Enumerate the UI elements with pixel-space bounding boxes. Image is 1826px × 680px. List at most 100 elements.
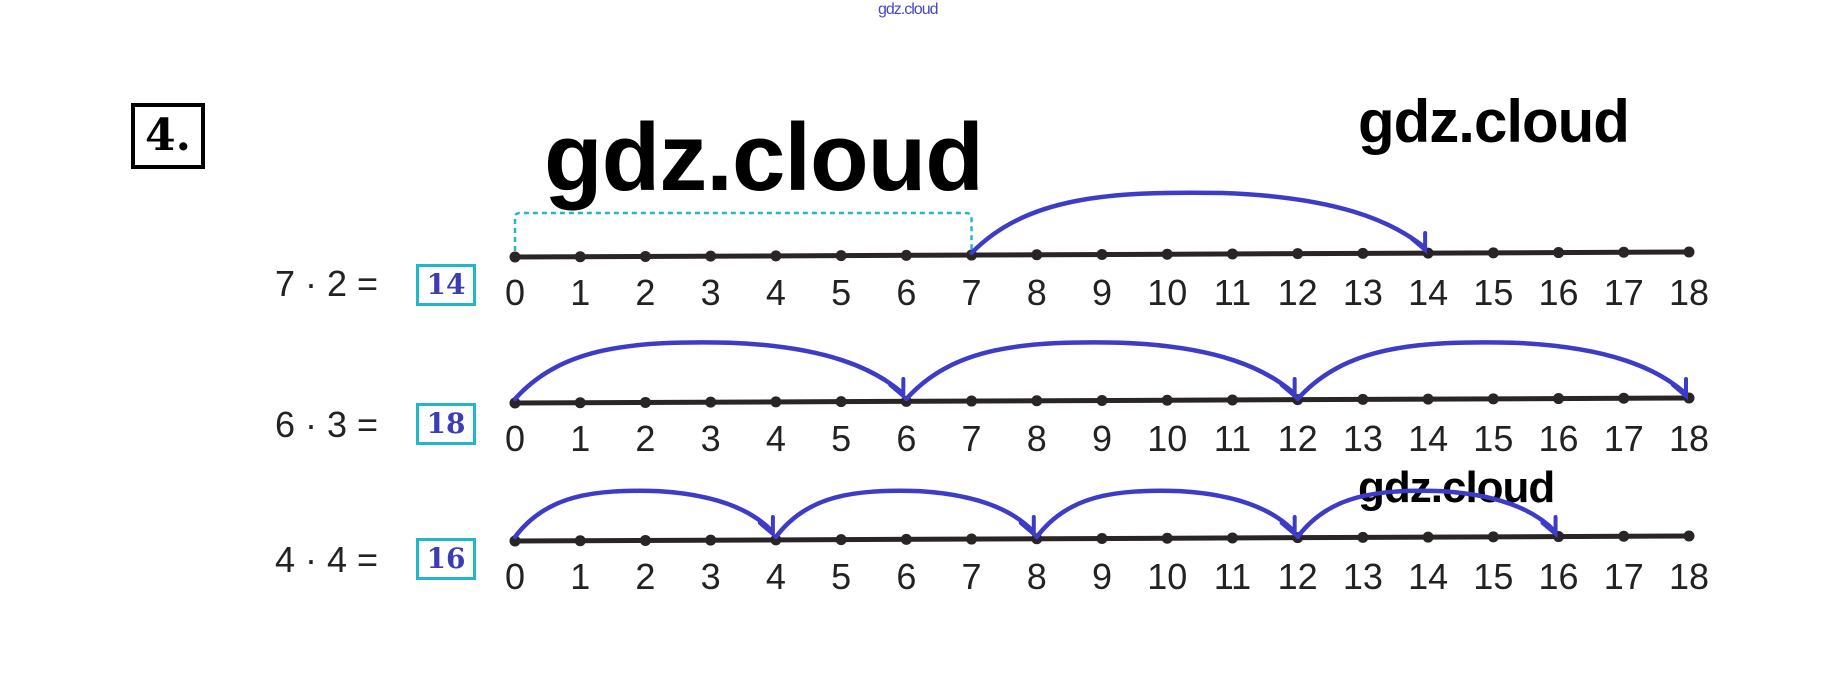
tick-label: 1: [570, 272, 590, 313]
tick-point: [770, 250, 782, 262]
tick-point: [1487, 393, 1499, 405]
tick-label: 12: [1278, 556, 1318, 597]
tick-label: 10: [1147, 418, 1187, 459]
tick-label: 10: [1147, 556, 1187, 597]
tick-point: [1357, 393, 1369, 405]
tick-point: [1618, 392, 1630, 404]
tick-label: 0: [505, 418, 525, 459]
tick-label: 5: [831, 272, 851, 313]
tick-label: 14: [1408, 556, 1448, 597]
tick-label: 0: [505, 272, 525, 313]
tick-point: [1357, 247, 1369, 259]
jump-arc: [512, 488, 775, 540]
tick-point: [1487, 531, 1499, 543]
tick-point: [1487, 247, 1499, 259]
tick-point: [1096, 395, 1108, 406]
tick-label: 2: [635, 556, 655, 597]
jump-arc: [969, 190, 1427, 256]
tick-label: 0: [505, 556, 525, 597]
tick-label: 18: [1669, 272, 1709, 313]
tick-point: [1226, 394, 1238, 406]
answer-box-1: 14: [416, 264, 476, 306]
tick-label: 10: [1147, 272, 1187, 313]
tick-point: [574, 397, 586, 409]
jump-arc: [904, 340, 1296, 402]
tick-point: [1226, 532, 1238, 544]
tick-point: [1161, 248, 1173, 260]
tick-label: 1: [570, 556, 590, 597]
tick-point: [1422, 531, 1434, 543]
tick-label: 18: [1669, 556, 1709, 597]
tick-label: 2: [635, 272, 655, 313]
tick-point: [1161, 532, 1173, 544]
tick-label: 7: [962, 556, 982, 597]
tick-point: [705, 396, 717, 408]
tick-label: 13: [1343, 418, 1383, 459]
jump-arc: [773, 488, 1036, 540]
tick-point: [1096, 533, 1108, 544]
tick-point: [705, 534, 717, 546]
answer-box-2: 18: [416, 403, 476, 445]
tick-point: [900, 249, 912, 261]
tick-point: [1226, 248, 1238, 260]
expression-3: 4 · 4 =: [275, 539, 379, 580]
tick-label: 12: [1278, 418, 1318, 459]
tick-label: 3: [701, 418, 721, 459]
tick-point: [1683, 246, 1695, 258]
tick-label: 12: [1278, 272, 1318, 313]
tick-point: [1161, 394, 1173, 406]
tick-label: 14: [1408, 418, 1448, 459]
tick-point: [705, 250, 717, 262]
arrow-head-icon: [888, 377, 906, 401]
tick-point: [1357, 531, 1369, 543]
tick-point: [574, 535, 586, 547]
tick-label: 4: [766, 418, 786, 459]
tick-point: [966, 533, 978, 545]
tick-point: [1553, 247, 1565, 259]
arrow-head-icon: [1018, 515, 1036, 539]
dashed-bracket: [513, 211, 973, 251]
tick-point: [639, 396, 651, 408]
tick-label: 8: [1027, 272, 1047, 313]
tick-point: [1683, 530, 1695, 542]
tick-label: 1: [570, 418, 590, 459]
jump-arc: [1295, 488, 1557, 540]
tick-label: 6: [896, 418, 916, 459]
jump-arc: [1295, 340, 1688, 402]
tick-point: [574, 251, 586, 263]
tick-point: [900, 533, 912, 545]
tick-label: 16: [1539, 556, 1579, 597]
tick-point: [1618, 246, 1630, 258]
tick-point: [639, 534, 651, 546]
tick-label: 16: [1539, 418, 1579, 459]
expression-2: 6 · 3 =: [275, 404, 379, 445]
tick-point: [1031, 249, 1043, 261]
tick-label: 11: [1214, 556, 1251, 597]
watermark-right: gdz.cloud: [1358, 88, 1630, 155]
tick-point: [835, 534, 847, 546]
tick-point: [509, 535, 521, 547]
tick-label: 17: [1604, 272, 1644, 313]
tick-label: 15: [1473, 556, 1513, 597]
tick-point: [1618, 530, 1630, 542]
jump-arc: [1034, 488, 1296, 540]
tick-label: 11: [1214, 418, 1251, 459]
tick-label: 9: [1092, 556, 1112, 597]
tick-point: [509, 251, 521, 263]
watermark-middle: gdz.cloud: [1358, 463, 1555, 512]
tick-label: 17: [1604, 556, 1644, 597]
arrow-head-icon: [1671, 377, 1688, 401]
tick-point: [1031, 395, 1043, 407]
tick-label: 15: [1473, 272, 1513, 313]
tick-label: 13: [1343, 556, 1383, 597]
jump-arc: [512, 340, 905, 402]
tick-label: 8: [1027, 418, 1047, 459]
tick-label: 4: [766, 556, 786, 597]
tick-label: 11: [1214, 272, 1251, 313]
tick-point: [770, 534, 782, 546]
tick-point: [835, 396, 847, 408]
tick-point: [1292, 248, 1304, 260]
tick-label: 9: [1092, 418, 1112, 459]
watermark-top: gdz.cloud: [878, 1, 938, 18]
tick-label: 3: [701, 272, 721, 313]
